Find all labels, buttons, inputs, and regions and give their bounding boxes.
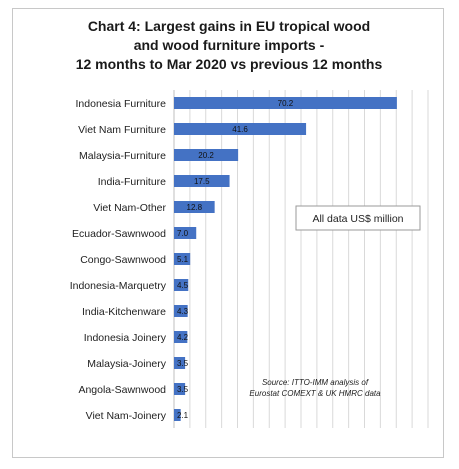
- value-label: 5.1: [177, 255, 189, 264]
- value-label: 4.5: [177, 281, 189, 290]
- category-label: India-Furniture: [98, 176, 166, 188]
- bar: [174, 97, 397, 109]
- value-label: 17.5: [194, 177, 210, 186]
- category-labels: Indonesia Furniture Viet Nam Furniture Mal…: [70, 98, 167, 422]
- source-line-1: Source: ITTO-IMM analysis of: [262, 378, 369, 387]
- value-label: 2.1: [177, 411, 189, 420]
- bar: [174, 123, 307, 135]
- value-label: 7.0: [177, 229, 189, 238]
- chart-frame: Chart 4: Largest gains in EU tropical wo…: [12, 8, 444, 458]
- bar: [174, 357, 186, 369]
- value-label: 4.2: [177, 333, 189, 342]
- source-note: Source: ITTO-IMM analysis of Eurostat CO…: [249, 378, 381, 398]
- bars: [174, 97, 397, 421]
- category-label: Angola-Sawnwood: [78, 384, 166, 396]
- value-label: 3.5: [177, 359, 189, 368]
- source-line-2: Eurostat COMEXT & UK HMRC data: [249, 389, 381, 398]
- category-label: Congo-Sawnwood: [80, 254, 166, 266]
- bar: [174, 149, 239, 161]
- bar: [174, 305, 188, 317]
- category-label: Viet Nam-Other: [93, 202, 166, 214]
- value-label: 41.6: [232, 125, 248, 134]
- chart-title-line-3: 12 months to Mar 2020 vs previous 12 mon…: [75, 56, 383, 72]
- value-label: 12.8: [187, 203, 203, 212]
- bar: [174, 331, 188, 343]
- bar: [174, 175, 230, 187]
- bar: [174, 409, 181, 421]
- bar: [174, 279, 189, 291]
- bar: [174, 227, 197, 239]
- value-label: 3.5: [177, 385, 189, 394]
- category-label: Malaysia-Joinery: [87, 358, 167, 370]
- category-label: Viet Nam-Joinery: [86, 410, 167, 422]
- category-label: India-Kitchenware: [82, 306, 166, 318]
- value-label: 20.2: [198, 151, 214, 160]
- category-label: Viet Nam Furniture: [78, 124, 166, 136]
- category-label: Malaysia-Furniture: [79, 150, 166, 162]
- category-label: Indonesia-Marquetry: [70, 280, 167, 292]
- bar: [174, 383, 186, 395]
- annotation-box: All data US$ million: [295, 205, 421, 231]
- gridlines: [173, 90, 429, 428]
- category-label: Indonesia Joinery: [84, 332, 167, 344]
- category-label: Indonesia Furniture: [76, 98, 167, 110]
- annotation-text: All data US$ million: [312, 213, 403, 225]
- chart-title-line-1: Chart 4: Largest gains in EU tropical wo…: [87, 18, 371, 34]
- value-label: 4.3: [177, 307, 189, 316]
- value-label: 70.2: [278, 99, 294, 108]
- bar: [174, 253, 191, 265]
- chart-title-line-2: and wood furniture imports -: [133, 37, 325, 53]
- category-label: Ecuador-Sawnwood: [72, 228, 166, 240]
- chart-title: Chart 4: Largest gains in EU tropical wo…: [13, 17, 445, 74]
- bar: [174, 201, 215, 213]
- value-labels: 70.2 41.6 20.2 17.5 12.8 7.0 5.1 4.5 4.3 4.2 3.5 3.…: [177, 99, 294, 420]
